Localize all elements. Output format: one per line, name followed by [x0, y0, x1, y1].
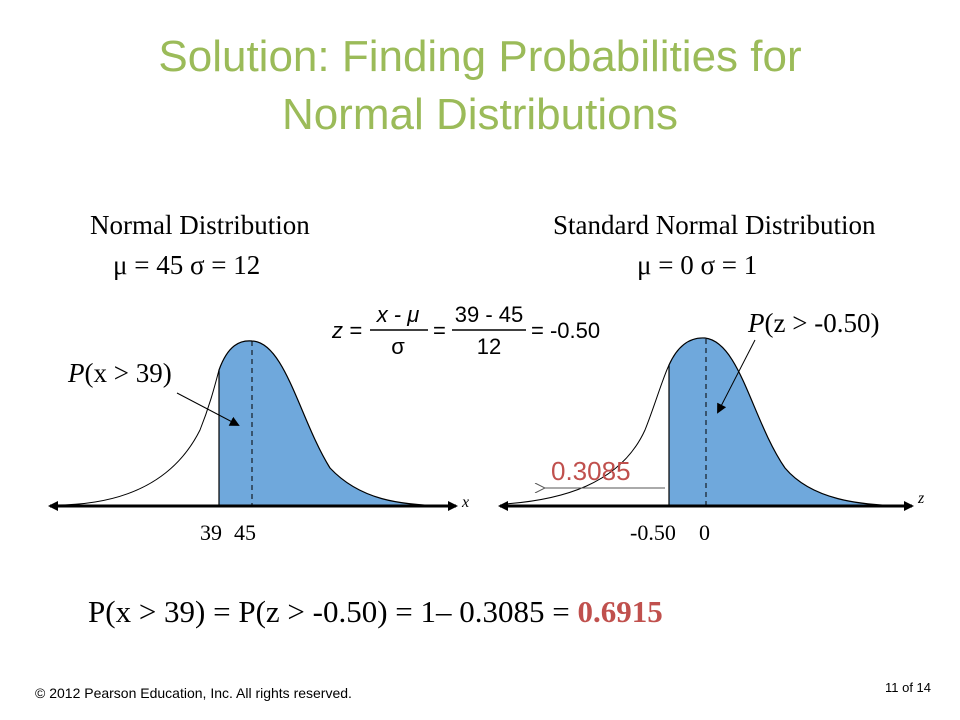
title-line-1: Solution: Finding Probabilities for	[158, 32, 802, 81]
final-equation: P(x > 39) = P(z > -0.50) = 1– 0.3085 = 0…	[88, 594, 663, 630]
formula-lhs: z =	[331, 318, 362, 343]
right-pointer-arrow	[717, 339, 756, 414]
left-prob-label: P(x > 39)	[68, 358, 172, 389]
left-prob-arg: (x > 39)	[84, 358, 172, 388]
final-answer: 0.6915	[577, 594, 663, 629]
right-params: μ = 0 σ = 1	[637, 250, 758, 280]
left-tick-45: 45	[234, 520, 256, 545]
formula-eq1: =	[433, 318, 446, 343]
left-tick-39: 39	[200, 520, 222, 545]
left-heading: Normal Distribution	[90, 210, 310, 240]
left-pointer-arrow	[176, 392, 240, 426]
formula-result: = -0.50	[531, 318, 600, 343]
left-axis-var: x	[462, 494, 470, 511]
left-normal-curve	[54, 369, 220, 506]
formula-den1: σ	[391, 334, 405, 359]
left-prob-p: P	[68, 358, 85, 388]
formula-num1: x - μ	[376, 302, 420, 327]
final-equation-text: P(x > 39) = P(z > -0.50) = 1– 0.3085 =	[88, 594, 578, 629]
z-score-formula: z = x - μ σ = 39 - 45 12 = -0.50	[331, 302, 600, 359]
right-axis-var: z	[918, 490, 925, 507]
right-tick-0: 0	[699, 520, 710, 545]
slide-title: Solution: Finding Probabilities for Norm…	[0, 28, 960, 144]
title-line-2: Normal Distributions	[281, 90, 679, 139]
right-prob-label: P(z > -0.50)	[748, 308, 879, 339]
right-normal-curve	[504, 364, 670, 505]
right-tick-neg050: -0.50	[630, 520, 676, 545]
left-area-value: 0.3085	[551, 456, 631, 486]
right-prob-arg: (z > -0.50)	[764, 308, 880, 338]
left-shaded-area	[218, 340, 446, 507]
right-prob-p: P	[748, 308, 765, 338]
left-params: μ = 45 σ = 12	[113, 250, 261, 280]
copyright: © 2012 Pearson Education, Inc. All right…	[35, 685, 352, 701]
formula-num2: 39 - 45	[455, 302, 524, 327]
right-shaded-area	[668, 337, 903, 507]
formula-den2: 12	[477, 334, 501, 359]
page-number: 11 of 14	[885, 680, 932, 695]
right-heading: Standard Normal Distribution	[553, 210, 876, 240]
